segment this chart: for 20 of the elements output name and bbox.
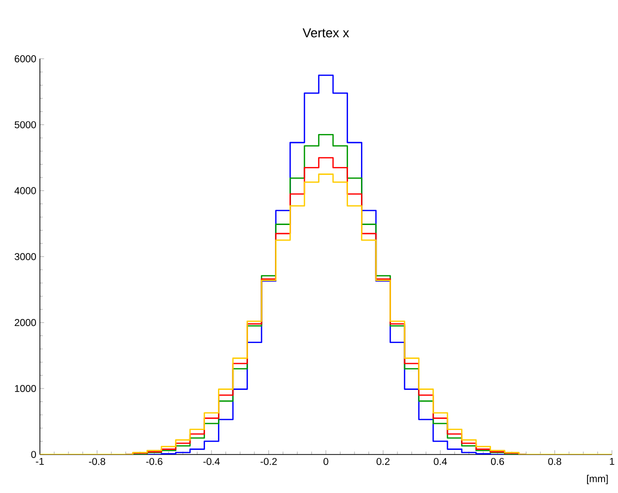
x-tick-label: 0.8 — [548, 458, 562, 465]
y-tick-label: 6000 — [14, 55, 36, 62]
x-tick-label: 0 — [324, 458, 328, 465]
x-tick-label: -0.4 — [203, 458, 220, 465]
x-tick-label: 0.6 — [491, 458, 504, 465]
chart-title: Vertex x — [302, 28, 350, 38]
y-tick-label: 2000 — [14, 318, 36, 326]
x-tick-label: 1 — [610, 458, 614, 465]
x-axis-title: [mm] — [587, 474, 608, 484]
x-tick-label: -0.6 — [146, 458, 162, 465]
x-tick-label: 0.2 — [376, 458, 390, 465]
y-tick-label: 1000 — [15, 384, 36, 392]
x-tick-label: -0.2 — [260, 458, 277, 465]
x-tick-label: -0.8 — [88, 458, 106, 465]
y-tick-label: 3000 — [14, 252, 36, 260]
y-tick-label: 5000 — [14, 121, 36, 128]
x-tick-label: 0.4 — [434, 458, 447, 465]
y-tick-label: 0 — [31, 450, 36, 458]
y-tick-label: 4000 — [14, 187, 36, 194]
x-tick-label: -1 — [36, 458, 44, 465]
